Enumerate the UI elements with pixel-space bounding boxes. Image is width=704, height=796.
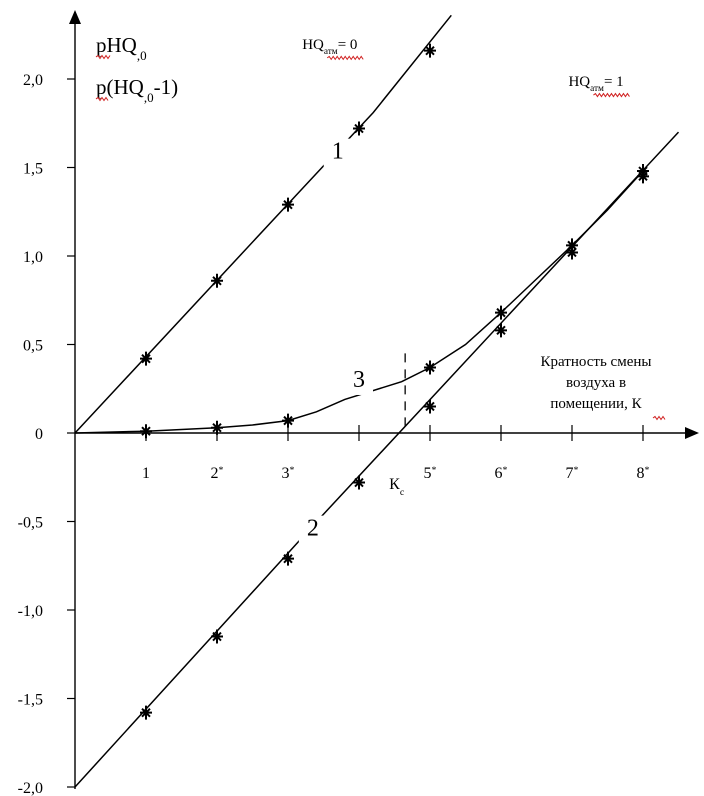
- x-axis-title: Кратность смены: [541, 354, 652, 370]
- data-point-series-2: [353, 475, 365, 490]
- x-tick-label: 6*: [495, 465, 508, 483]
- data-point-series-1: [140, 351, 152, 366]
- annotation-hq-atm: HQатм= 1: [568, 74, 623, 94]
- y-tick-label: 0,5: [23, 338, 43, 355]
- data-point-series-2: [140, 705, 152, 720]
- x-tick-label: 7*: [566, 465, 579, 483]
- data-point-series-2: [211, 629, 223, 644]
- data-point-series-3: [495, 305, 507, 320]
- spell-underline: [652, 415, 666, 421]
- data-point-series-3: [140, 424, 152, 439]
- data-point-series-2: [495, 323, 507, 338]
- y-tick-label: -0,5: [18, 515, 43, 532]
- y-tick-label: 2,0: [23, 72, 43, 89]
- data-point-series-3: [566, 238, 578, 253]
- y-tick-label: 1,5: [23, 161, 43, 178]
- y-tick-label: -1,0: [18, 603, 43, 620]
- kc-label: Кс: [389, 476, 405, 498]
- data-point-series-2: [424, 399, 436, 414]
- y-tick-label: -1,5: [18, 692, 43, 709]
- data-point-series-3: [424, 360, 436, 375]
- series-label-3: 3: [353, 367, 365, 393]
- data-point-series-3: [637, 164, 649, 179]
- data-point-series-3: [211, 420, 223, 435]
- data-point-series-1: [282, 197, 294, 212]
- y-tick-label: 1,0: [23, 249, 43, 266]
- data-points: [140, 43, 649, 720]
- data-point-series-1: [353, 121, 365, 136]
- y-tick-label: 0: [35, 426, 43, 443]
- data-point-series-3: [282, 413, 294, 428]
- annotation-hq-atm: HQатм= 0: [302, 37, 357, 57]
- y-tick-label: -2,0: [18, 780, 43, 796]
- spell-underline: [95, 54, 111, 60]
- x-axis-title: помещении, К: [550, 396, 642, 412]
- x-tick-label: 8*: [637, 465, 650, 483]
- x-axis-title: воздуха в: [566, 375, 626, 391]
- data-point-series-1: [424, 43, 436, 58]
- x-tick-label: 3*: [282, 465, 295, 483]
- chart-labels: 2,0 1,5 1,0 0,5 0 -0,5 -1,0 -1,5 -2,0 1 2* 3* 5* 6* 7*…: [18, 33, 666, 796]
- spell-underline: [326, 55, 364, 61]
- series-label-1: 1: [332, 139, 344, 165]
- spell-underline: [95, 96, 109, 102]
- data-point-series-2: [282, 551, 294, 566]
- x-tick-label: 5*: [424, 465, 437, 483]
- data-point-series-2: [566, 245, 578, 260]
- series-label-bg: [323, 138, 352, 167]
- y-axis-title: pHQ,0: [96, 33, 147, 63]
- data-point-series-1: [211, 273, 223, 288]
- series-label-bg: [298, 515, 327, 544]
- series-line-3: [74, 170, 644, 434]
- spell-underline: [593, 92, 630, 98]
- y-axis-title: p(HQ,0-1): [96, 75, 178, 105]
- x-tick-label: 1: [142, 465, 150, 482]
- series-label-2: 2: [307, 516, 319, 542]
- x-tick-label: 2*: [211, 465, 224, 483]
- series-label-bg: [345, 366, 373, 395]
